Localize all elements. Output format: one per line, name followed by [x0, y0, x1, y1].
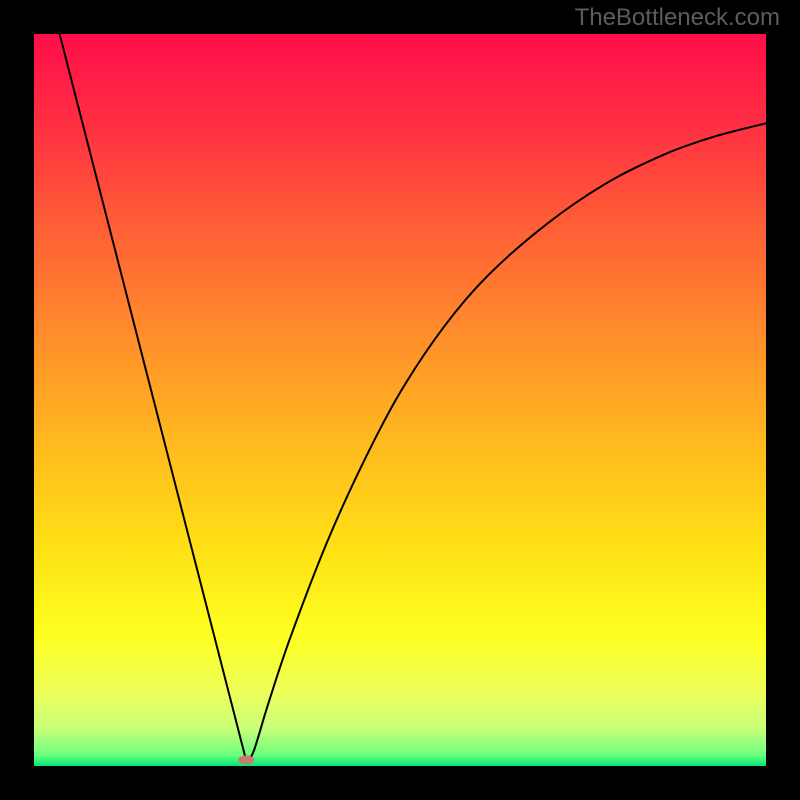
plot-area — [34, 34, 766, 766]
chart-svg — [34, 34, 766, 766]
apex-marker — [238, 755, 254, 764]
gradient-background — [34, 34, 766, 766]
chart-frame: TheBottleneck.com — [0, 0, 800, 800]
watermark-text: TheBottleneck.com — [575, 4, 780, 32]
